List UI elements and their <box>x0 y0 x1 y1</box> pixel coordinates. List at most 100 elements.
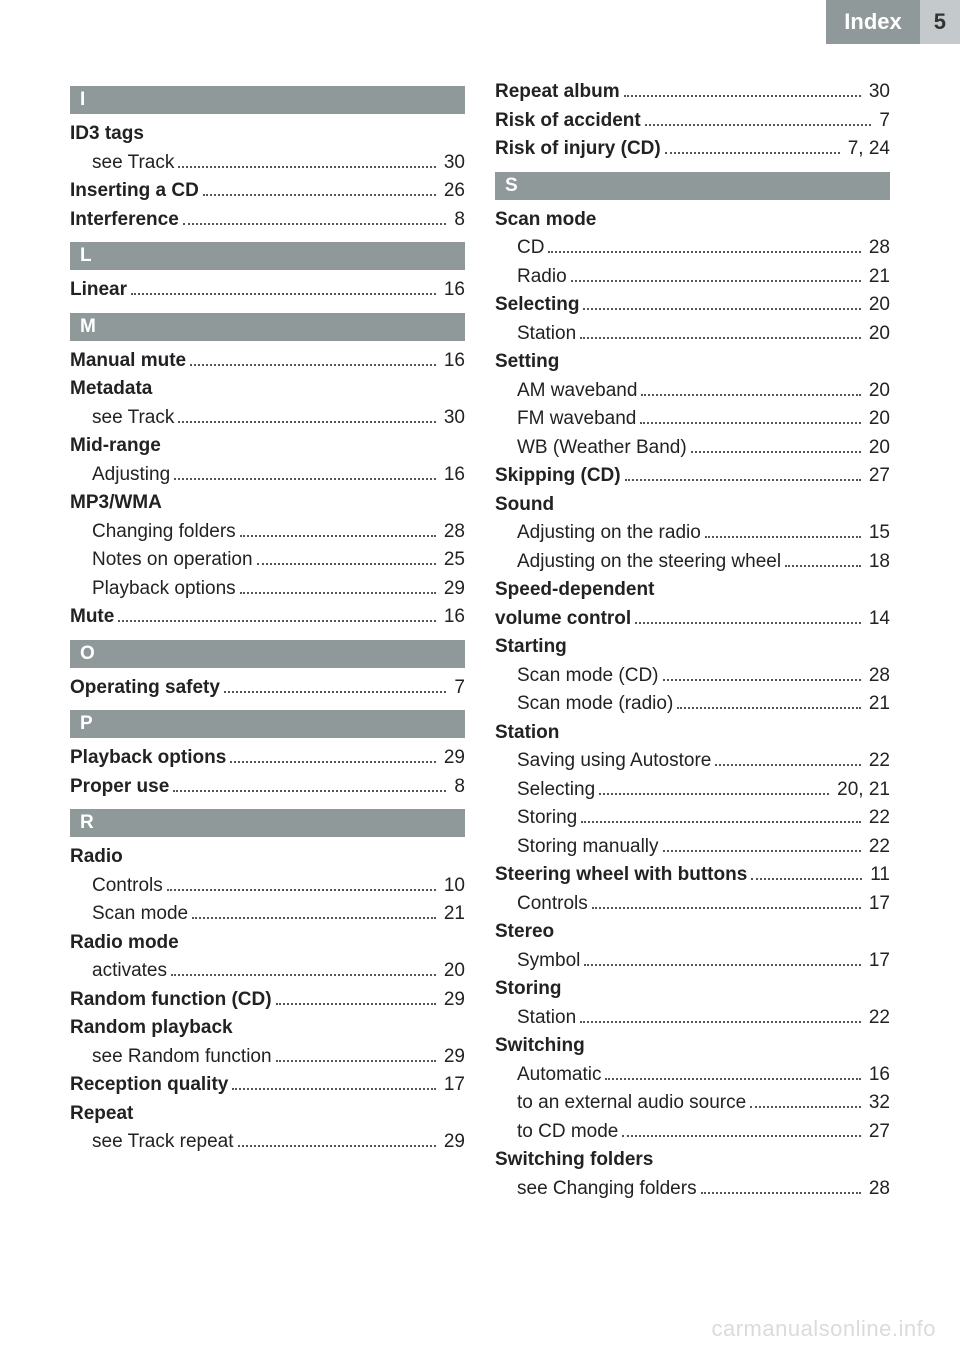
index-entry-label: AM waveband <box>517 377 637 406</box>
index-entry-label: to CD mode <box>517 1118 618 1147</box>
index-entry: Storing <box>495 975 890 1004</box>
index-entry: Random playback <box>70 1014 465 1043</box>
index-entry-label: Radio <box>517 263 567 292</box>
index-entry-label: Storing manually <box>517 833 659 862</box>
index-entry-page: 30 <box>440 149 465 178</box>
header-title: Index <box>826 0 919 44</box>
index-entry: Risk of accident7 <box>495 107 890 136</box>
index-entry-page: 20 <box>865 320 890 349</box>
leader-dots <box>173 776 446 791</box>
index-entry-label: Interference <box>70 206 179 235</box>
index-entry: Mute16 <box>70 603 465 632</box>
index-entry-page: 20 <box>865 434 890 463</box>
index-entry: Controls10 <box>70 872 465 901</box>
index-entry-page: 30 <box>865 78 890 107</box>
index-entry: Metadata <box>70 375 465 404</box>
index-body: IID3 tagssee Track30Inserting a CD26Inte… <box>70 78 890 1320</box>
index-entry: Adjusting16 <box>70 461 465 490</box>
leader-dots <box>751 865 862 880</box>
index-entry-page: 20 <box>865 291 890 320</box>
index-entry-page: 20 <box>440 957 465 986</box>
index-entry-label: Setting <box>495 348 559 377</box>
leader-dots <box>257 550 436 565</box>
leader-dots <box>178 152 435 167</box>
index-entry: to an external audio source32 <box>495 1089 890 1118</box>
index-entry-page: 16 <box>440 276 465 305</box>
index-entry: Skipping (CD)27 <box>495 462 890 491</box>
index-entry-label: Random function (CD) <box>70 986 272 1015</box>
index-entry-label: Scan mode (CD) <box>517 662 659 691</box>
index-entry-label: Station <box>495 719 559 748</box>
index-entry: Station20 <box>495 320 890 349</box>
index-entry: see Track30 <box>70 404 465 433</box>
leader-dots <box>624 82 861 97</box>
index-entry: Storing manually22 <box>495 833 890 862</box>
index-entry-label: Scan mode (radio) <box>517 690 673 719</box>
index-entry-label: Linear <box>70 276 127 305</box>
leader-dots <box>622 1121 860 1136</box>
index-entry-label: Stereo <box>495 918 554 947</box>
leader-dots <box>580 323 861 338</box>
leader-dots <box>580 1007 861 1022</box>
index-entry: Radio mode <box>70 929 465 958</box>
index-entry-label: see Random function <box>92 1043 272 1072</box>
index-entry: Station <box>495 719 890 748</box>
index-entry-label: Manual mute <box>70 347 186 376</box>
index-entry-label: Repeat album <box>495 78 620 107</box>
index-entry-page: 16 <box>440 347 465 376</box>
index-entry-label: Adjusting on the steering wheel <box>517 548 781 577</box>
index-entry: Sound <box>495 491 890 520</box>
leader-dots <box>701 1178 861 1193</box>
leader-dots <box>203 181 436 196</box>
index-entry-label: Risk of injury (CD) <box>495 135 661 164</box>
leader-dots <box>178 407 435 422</box>
index-entry: Inserting a CD26 <box>70 177 465 206</box>
leader-dots <box>715 751 861 766</box>
index-entry-label: Proper use <box>70 773 169 802</box>
index-entry: Automatic16 <box>495 1061 890 1090</box>
index-entry: Mid-range <box>70 432 465 461</box>
index-entry-label: Operating safety <box>70 674 220 703</box>
index-entry: Symbol17 <box>495 947 890 976</box>
index-entry-label: Mute <box>70 603 114 632</box>
watermark: carmanualsonline.info <box>711 1316 936 1342</box>
index-entry-page: 29 <box>440 744 465 773</box>
index-entry-label: Sound <box>495 491 554 520</box>
index-entry-page: 7 <box>450 674 465 703</box>
index-entry-page: 11 <box>866 861 890 890</box>
index-entry-label: Selecting <box>517 776 595 805</box>
index-entry: Selecting20 <box>495 291 890 320</box>
index-entry-label: Station <box>517 1004 576 1033</box>
index-entry-label: CD <box>517 234 544 263</box>
index-entry: Random function (CD)29 <box>70 986 465 1015</box>
index-entry-label: Controls <box>517 890 588 919</box>
index-entry-page: 28 <box>440 518 465 547</box>
index-entry-label: see Changing folders <box>517 1175 697 1204</box>
leader-dots <box>605 1064 860 1079</box>
index-entry: Risk of injury (CD)7, 24 <box>495 135 890 164</box>
index-entry-label: Symbol <box>517 947 580 976</box>
index-entry-page: 22 <box>865 804 890 833</box>
index-entry-page: 29 <box>440 1128 465 1157</box>
index-entry-page: 21 <box>440 900 465 929</box>
leader-dots <box>581 808 861 823</box>
index-entry-label: Changing folders <box>92 518 236 547</box>
index-entry: see Track30 <box>70 149 465 178</box>
index-entry: Storing22 <box>495 804 890 833</box>
index-entry-label: Switching <box>495 1032 585 1061</box>
index-entry-label: Adjusting on the radio <box>517 519 701 548</box>
index-entry: ID3 tags <box>70 120 465 149</box>
index-entry-label: Adjusting <box>92 461 170 490</box>
index-entry: Operating safety 7 <box>70 674 465 703</box>
leader-dots <box>131 280 436 295</box>
index-entry-label: Radio mode <box>70 929 179 958</box>
index-entry-label: Scan mode <box>92 900 188 929</box>
leader-dots <box>635 608 861 623</box>
index-entry: see Track repeat29 <box>70 1128 465 1157</box>
index-entry-page: 14 <box>865 605 890 634</box>
index-entry-label: Mid-range <box>70 432 161 461</box>
leader-dots <box>240 578 436 593</box>
index-entry-label: to an external audio source <box>517 1089 746 1118</box>
index-entry-label: Controls <box>92 872 163 901</box>
index-entry-label: volume control <box>495 605 631 634</box>
